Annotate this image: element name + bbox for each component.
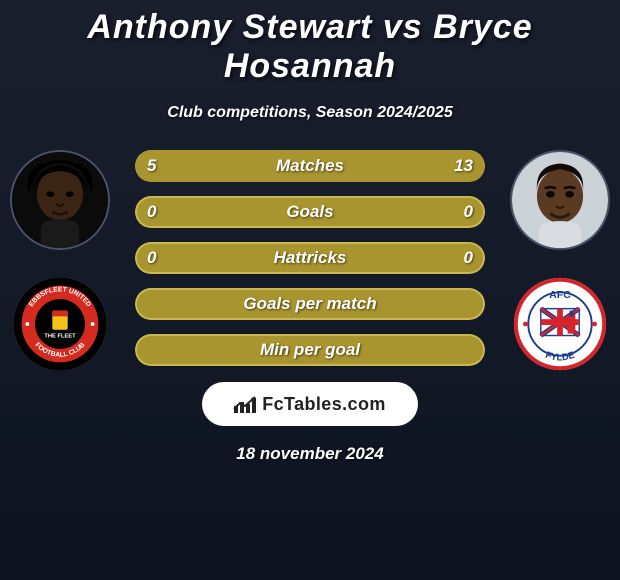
stat-left-value: 0 xyxy=(147,248,156,268)
stat-left-value: 5 xyxy=(147,156,156,176)
stat-bars: 5 13 Matches 0 0 Goals 0 0 Hattricks Goals per ma… xyxy=(135,150,485,366)
stat-label: Goals per match xyxy=(243,294,376,314)
player-left-avatar xyxy=(10,150,110,250)
date-text: 18 november 2024 xyxy=(0,444,620,464)
stat-right-value: 0 xyxy=(464,248,473,268)
club-right-badge: AFC FYLDE xyxy=(512,276,608,372)
svg-text:AFC: AFC xyxy=(549,289,571,301)
player-right-avatar xyxy=(510,150,610,250)
stat-label: Hattricks xyxy=(274,248,347,268)
brand-text: FcTables.com xyxy=(262,394,386,415)
subtitle: Club competitions, Season 2024/2025 xyxy=(0,104,620,122)
brand-box: FcTables.com xyxy=(202,382,418,426)
page-title: Anthony Stewart vs Bryce Hosannah xyxy=(0,0,620,86)
stat-left-value: 0 xyxy=(147,202,156,222)
stat-right-value: 13 xyxy=(454,156,473,176)
stat-label: Goals xyxy=(286,202,333,222)
club-left-badge: EBBSFLEET UNITED FOOTBALL CLUB THE FLEET xyxy=(12,276,108,372)
stat-row: 0 0 Hattricks xyxy=(135,242,485,274)
stat-row: 0 0 Goals xyxy=(135,196,485,228)
comparison-stage: EBBSFLEET UNITED FOOTBALL CLUB THE FLEET xyxy=(0,150,620,366)
stat-label: Matches xyxy=(276,156,344,176)
stat-row: Goals per match xyxy=(135,288,485,320)
stat-row: 5 13 Matches xyxy=(135,150,485,182)
stat-row: Min per goal xyxy=(135,334,485,366)
stat-right-value: 0 xyxy=(464,202,473,222)
left-column: EBBSFLEET UNITED FOOTBALL CLUB THE FLEET xyxy=(0,150,120,372)
stat-label: Min per goal xyxy=(260,340,360,360)
svg-text:THE FLEET: THE FLEET xyxy=(44,333,76,339)
chart-icon xyxy=(234,395,256,413)
right-column: AFC FYLDE xyxy=(500,150,620,372)
